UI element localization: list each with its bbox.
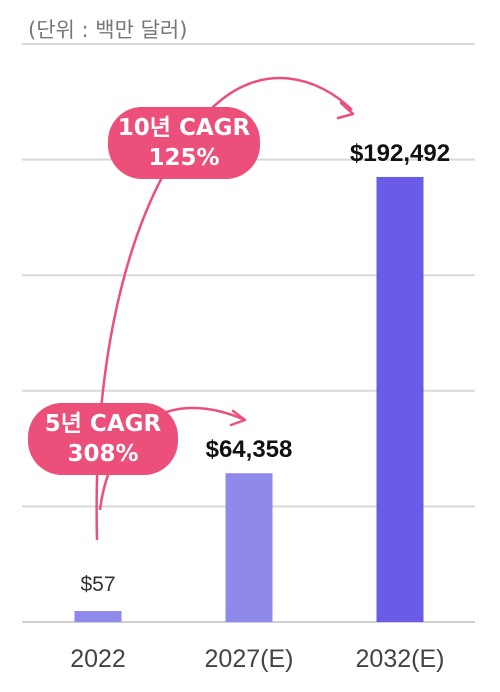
cagr-5y-badge: 5년 CAGR 308%	[28, 403, 178, 475]
cagr-10y-value: 125%	[148, 145, 220, 171]
bar	[376, 176, 424, 622]
bar	[74, 611, 122, 622]
unit-label: (단위 : 백만 달러)	[28, 18, 188, 42]
x-tick-label: 2032(E)	[356, 645, 445, 673]
value-label: $192,492	[350, 140, 450, 167]
x-tick-label: 2027(E)	[205, 645, 294, 673]
value-label: $57	[80, 573, 115, 596]
cagr-10y-title: 10년 CAGR	[117, 115, 251, 141]
x-tick-labels: 2022 2027(E) 2032(E)	[70, 645, 444, 673]
bar	[225, 473, 273, 622]
value-labels: $57 $64,358 $192,492	[80, 140, 450, 596]
cagr-5y-title: 5년 CAGR	[44, 411, 162, 437]
cagr-10y-badge: 10년 CAGR 125%	[108, 107, 260, 179]
value-label: $64,358	[206, 436, 293, 463]
x-tick-label: 2022	[70, 645, 126, 673]
cagr-5y-arrowhead	[229, 409, 247, 427]
cagr-5y-value: 308%	[67, 441, 139, 467]
cagr-10y-arrowhead	[336, 101, 355, 120]
bars	[74, 176, 424, 622]
